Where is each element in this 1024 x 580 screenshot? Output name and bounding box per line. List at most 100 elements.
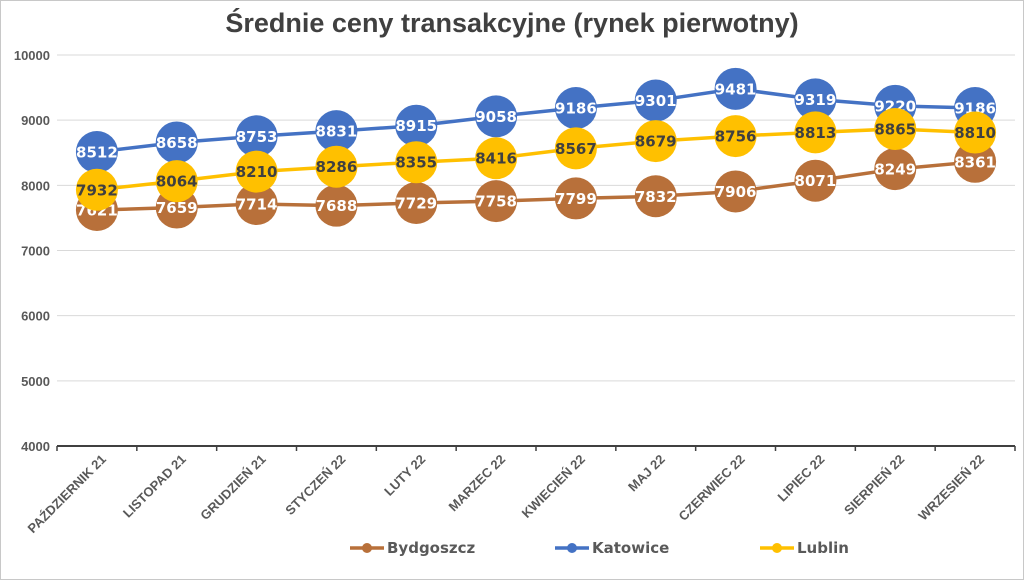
data-point: 8831 <box>315 110 358 153</box>
legend-label: Lublin <box>797 539 849 557</box>
data-label: 8831 <box>316 123 358 141</box>
x-tick-label: MAJ 22 <box>625 452 668 495</box>
data-point: 8416 <box>475 137 518 180</box>
data-label: 8210 <box>236 163 278 181</box>
data-point: 8071 <box>794 159 837 202</box>
x-tick-label: STYCZEŃ 22 <box>282 452 348 518</box>
marker-katowice <box>395 104 438 147</box>
x-axis: PAŹDZIERNIK 21 LISTOPAD 21 GRUDZIEŃ 21 STYC… <box>25 445 1016 536</box>
marker-katowice <box>554 87 597 130</box>
data-label: 7714 <box>236 195 278 213</box>
data-label: 9301 <box>635 92 677 110</box>
marker-bydgoszcz <box>235 182 278 225</box>
x-tick-label: LISTOPAD 21 <box>120 452 189 521</box>
marker-lublin <box>475 137 518 180</box>
data-point: 9481 <box>714 67 757 110</box>
gridlines <box>57 54 1015 382</box>
marker-lublin <box>75 168 118 211</box>
data-label: 8064 <box>156 173 198 191</box>
data-label: 7832 <box>635 188 677 206</box>
data-label: 7906 <box>715 183 757 201</box>
data-point: 8249 <box>874 148 917 191</box>
data-point: 7758 <box>475 180 518 223</box>
data-point: 8286 <box>315 145 358 188</box>
series-line-bydgoszcz <box>96 160 976 212</box>
data-point: 9186 <box>554 87 597 130</box>
marker-lublin <box>155 160 198 203</box>
y-tick-label: 8000 <box>21 178 50 193</box>
data-label: 8753 <box>236 128 278 146</box>
marker-lublin <box>954 111 997 154</box>
data-label: 7729 <box>395 194 437 212</box>
x-tick-label: KWIECIEŃ 22 <box>519 452 588 521</box>
data-point: 8813 <box>794 111 837 154</box>
data-label: 9186 <box>555 100 597 118</box>
x-tick-label: GRUDZIEŃ 21 <box>197 452 268 523</box>
marker-bydgoszcz <box>954 140 997 183</box>
data-label: 8286 <box>316 158 358 176</box>
marker-bydgoszcz <box>315 184 358 227</box>
marker-lublin <box>235 150 278 193</box>
marker-bydgoszcz <box>714 170 757 213</box>
data-label: 8810 <box>954 124 996 142</box>
chart-title: Średnie ceny transakcyjne (rynek pierwot… <box>225 8 799 38</box>
data-label: 8416 <box>475 150 517 168</box>
data-label: 7688 <box>316 197 358 215</box>
x-tick-label: CZERWIEC 22 <box>675 452 747 524</box>
x-tick-label: MARZEC 22 <box>445 452 508 515</box>
data-point: 8679 <box>634 120 677 163</box>
marker-katowice <box>315 110 358 153</box>
data-label: 7659 <box>156 199 198 217</box>
legend: Bydgoszcz Katowice Lublin <box>350 539 849 557</box>
y-tick-label: 9000 <box>21 113 50 128</box>
data-label: 8756 <box>715 128 757 146</box>
data-point: 8512 <box>75 130 118 173</box>
data-point: 7932 <box>75 168 118 211</box>
data-label: 9481 <box>715 80 757 98</box>
data-point: 7714 <box>235 182 278 225</box>
marker-katowice <box>475 95 518 138</box>
marker-bydgoszcz <box>794 159 837 202</box>
data-point: 9301 <box>634 79 677 122</box>
data-label: 8915 <box>395 117 437 135</box>
legend-item-bydgoszcz: Bydgoszcz <box>350 539 476 557</box>
marker-lublin <box>714 115 757 158</box>
y-tick-label: 10000 <box>14 48 50 63</box>
data-label: 9186 <box>954 100 996 118</box>
x-tick-label: LIPIEC 22 <box>775 452 828 505</box>
data-point: 9319 <box>794 78 837 121</box>
data-label: 8679 <box>635 133 677 151</box>
data-label: 8813 <box>795 124 837 142</box>
series-lines <box>96 87 976 212</box>
data-label: 7932 <box>76 181 118 199</box>
marker-bydgoszcz <box>475 180 518 223</box>
data-point: 7729 <box>395 181 438 224</box>
y-tick-label: 6000 <box>21 309 50 324</box>
data-point: 7799 <box>554 177 597 220</box>
data-point: 9058 <box>475 95 518 138</box>
marker-lublin <box>874 107 917 150</box>
data-label: 8658 <box>156 134 198 152</box>
marker-lublin <box>554 127 597 170</box>
legend-label: Bydgoszcz <box>387 539 476 557</box>
marker-katowice <box>235 115 278 158</box>
marker-lublin <box>315 145 358 188</box>
y-tick-label: 4000 <box>21 439 50 454</box>
y-tick-label: 7000 <box>21 244 50 259</box>
data-label: 8865 <box>874 120 916 138</box>
data-point: 8361 <box>954 140 997 183</box>
x-tick-label: LUTY 22 <box>381 452 428 499</box>
data-point: 8658 <box>155 121 198 164</box>
marker-lublin <box>794 111 837 154</box>
data-point: 8915 <box>395 104 438 147</box>
data-point: 8064 <box>155 160 198 203</box>
data-point: 7832 <box>634 175 677 218</box>
legend-item-katowice: Katowice <box>555 539 669 557</box>
data-point: 8865 <box>874 107 917 150</box>
marker-katowice <box>155 121 198 164</box>
data-label: 9319 <box>795 91 837 109</box>
data-point: 7906 <box>714 170 757 213</box>
data-point: 8355 <box>395 141 438 184</box>
data-point: 8756 <box>714 115 757 158</box>
x-tick-label: SIERPIEŃ 22 <box>841 452 907 518</box>
